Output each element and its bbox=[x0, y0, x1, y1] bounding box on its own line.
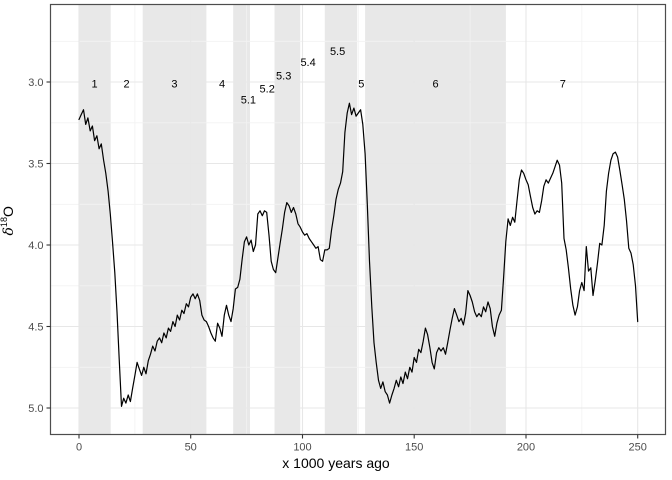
y-tick-label: 3.5 bbox=[28, 158, 43, 170]
y-tick-label: 4.5 bbox=[28, 321, 43, 333]
mis-band bbox=[233, 4, 250, 435]
x-tick-label: 150 bbox=[405, 442, 423, 454]
x-tick-label: 100 bbox=[293, 442, 311, 454]
mis-band bbox=[142, 4, 207, 435]
stage-labels: 1 2 3 4 5.1 5.25.3 5.4 5.5 5 6 7 bbox=[92, 46, 566, 107]
x-tick-label: 250 bbox=[629, 442, 647, 454]
mis-shaded-bands bbox=[79, 4, 506, 435]
stage-label-4: 4 bbox=[219, 78, 225, 90]
stage-label-6: 6 bbox=[432, 78, 438, 90]
stage-label-5.2: 5.2 bbox=[260, 83, 275, 95]
stage-label-5.3: 5.3 bbox=[276, 70, 291, 82]
x-axis-title: x 1000 years ago bbox=[282, 455, 390, 471]
mis-band bbox=[274, 4, 301, 435]
y-axis-title-base: O bbox=[0, 206, 16, 218]
y-tick-label: 4.0 bbox=[28, 240, 43, 252]
stage-label-5.5: 5.5 bbox=[330, 46, 345, 58]
stage-label-2: 2 bbox=[124, 78, 130, 90]
mis-band bbox=[365, 4, 506, 435]
major-gridlines bbox=[50, 4, 666, 435]
stage-label-5: 5 bbox=[358, 78, 364, 90]
y-axis-ticks: 3.0 3.5 4.0 4.5 5.0 bbox=[28, 77, 51, 415]
x-axis-ticks: 0 50 100 150 200 250 bbox=[76, 434, 647, 454]
stage-label-7: 7 bbox=[560, 78, 566, 90]
y-tick-label: 5.0 bbox=[28, 403, 43, 415]
y-axis-title-delta: δ bbox=[0, 227, 17, 236]
y-axis-title: δ18O bbox=[0, 161, 17, 281]
stage-label-5.1: 5.1 bbox=[241, 95, 256, 107]
stage-label-5.4: 5.4 bbox=[300, 57, 315, 69]
panel-border bbox=[49, 3, 667, 436]
x-tick-label: 200 bbox=[517, 442, 535, 454]
stage-label-3: 3 bbox=[171, 78, 177, 90]
d18o-curve bbox=[78, 102, 639, 407]
x-tick-label: 50 bbox=[185, 442, 197, 454]
mis-band bbox=[79, 4, 111, 435]
y-axis-title-exponent: 18 bbox=[0, 217, 10, 228]
x-tick-label: 0 bbox=[76, 442, 82, 454]
mis-band bbox=[324, 4, 358, 435]
y-tick-label: 3.0 bbox=[28, 77, 43, 89]
stage-label-1: 1 bbox=[92, 78, 98, 90]
